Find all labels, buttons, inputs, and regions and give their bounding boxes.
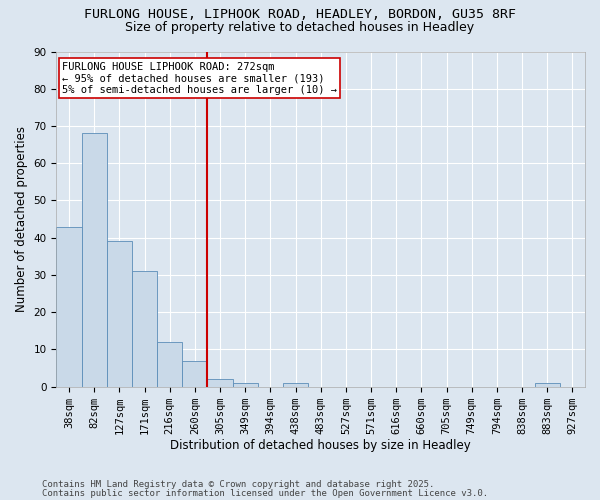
- Bar: [208, 380, 233, 386]
- Bar: [182, 360, 208, 386]
- Bar: [157, 342, 182, 386]
- Bar: [56, 226, 82, 386]
- Y-axis label: Number of detached properties: Number of detached properties: [15, 126, 28, 312]
- Bar: [82, 134, 107, 386]
- Bar: [107, 242, 132, 386]
- Bar: [283, 383, 308, 386]
- Bar: [535, 383, 560, 386]
- Text: Contains public sector information licensed under the Open Government Licence v3: Contains public sector information licen…: [42, 490, 488, 498]
- Text: Size of property relative to detached houses in Headley: Size of property relative to detached ho…: [125, 21, 475, 34]
- Text: Contains HM Land Registry data © Crown copyright and database right 2025.: Contains HM Land Registry data © Crown c…: [42, 480, 434, 489]
- Text: FURLONG HOUSE, LIPHOOK ROAD, HEADLEY, BORDON, GU35 8RF: FURLONG HOUSE, LIPHOOK ROAD, HEADLEY, BO…: [84, 8, 516, 20]
- Text: FURLONG HOUSE LIPHOOK ROAD: 272sqm
← 95% of detached houses are smaller (193)
5%: FURLONG HOUSE LIPHOOK ROAD: 272sqm ← 95%…: [62, 62, 337, 95]
- Bar: [233, 383, 258, 386]
- X-axis label: Distribution of detached houses by size in Headley: Distribution of detached houses by size …: [170, 440, 471, 452]
- Bar: [132, 272, 157, 386]
